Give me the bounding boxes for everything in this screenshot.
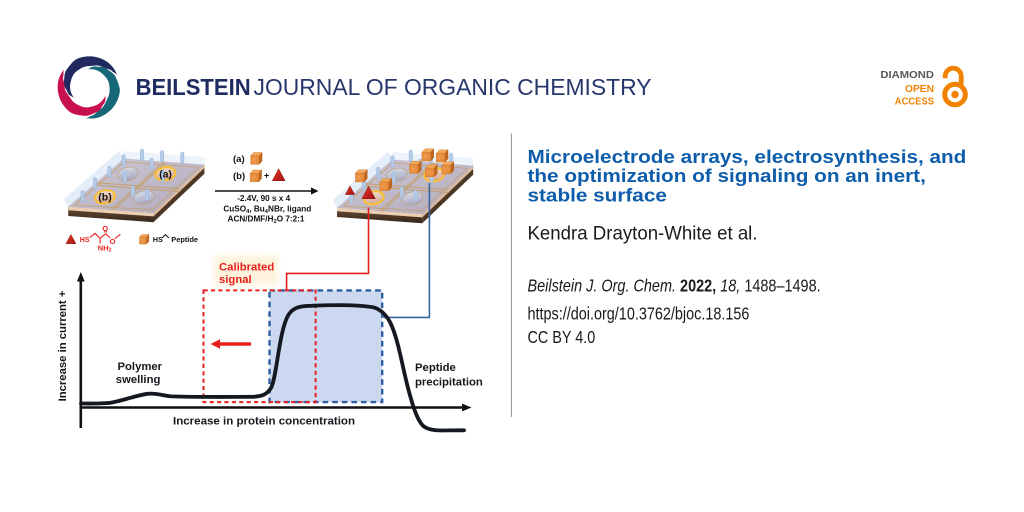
svg-text:Peptide: Peptide: [415, 362, 456, 374]
svg-text:Beilstein J. Org. Chem. 2022,: Beilstein J. Org. Chem. 2022, 18, 1488–1…: [528, 276, 821, 296]
svg-text:the optimization of signaling: the optimization of signaling on an iner…: [528, 166, 926, 187]
svg-text:(b): (b): [233, 171, 245, 182]
svg-text:signal: signal: [219, 274, 252, 286]
svg-text:(a): (a): [233, 154, 245, 165]
svg-text:O: O: [110, 237, 116, 246]
svg-text:HS: HS: [153, 235, 163, 244]
svg-text:stable surface: stable surface: [528, 185, 667, 206]
svg-text:Calibrated: Calibrated: [219, 262, 274, 274]
svg-text:-2.4V, 90 s x 4: -2.4V, 90 s x 4: [237, 194, 290, 203]
svg-text:Microelectrode arrays, electro: Microelectrode arrays, electrosynthesis,…: [528, 147, 967, 168]
svg-text:DIAMOND: DIAMOND: [880, 70, 934, 81]
svg-text:OPEN: OPEN: [905, 84, 934, 95]
svg-text:(b): (b): [98, 191, 111, 203]
svg-text:HS: HS: [80, 237, 90, 244]
svg-text:CC BY 4.0: CC BY 4.0: [528, 329, 596, 347]
svg-text:JOURNAL OF ORGANIC CHEMISTRY: JOURNAL OF ORGANIC CHEMISTRY: [254, 74, 652, 100]
svg-text:NH2: NH2: [98, 244, 112, 254]
svg-text:Kendra Drayton-White et al.: Kendra Drayton-White et al.: [528, 222, 758, 243]
svg-text:(a): (a): [159, 168, 172, 180]
svg-text:Peptide: Peptide: [171, 235, 198, 244]
svg-text:+: +: [264, 171, 269, 181]
svg-text:CuSO4, Bu4NBr, ligand: CuSO4, Bu4NBr, ligand: [223, 204, 311, 215]
svg-text:O: O: [102, 224, 108, 233]
svg-text:Increase in current +: Increase in current +: [57, 290, 69, 401]
svg-text:ACN/DMF/H2O 7:2:1: ACN/DMF/H2O 7:2:1: [228, 214, 305, 225]
svg-text:ACCESS: ACCESS: [895, 97, 935, 108]
svg-text:Increase in protein concentrat: Increase in protein concentration: [173, 415, 355, 427]
svg-text:precipitation: precipitation: [415, 376, 483, 388]
svg-text:BEILSTEIN: BEILSTEIN: [136, 74, 251, 100]
svg-text:https://doi.org/10.3762/bjoc.1: https://doi.org/10.3762/bjoc.18.156: [528, 305, 750, 323]
svg-text:Polymer: Polymer: [118, 361, 163, 373]
svg-text:swelling: swelling: [116, 374, 161, 386]
